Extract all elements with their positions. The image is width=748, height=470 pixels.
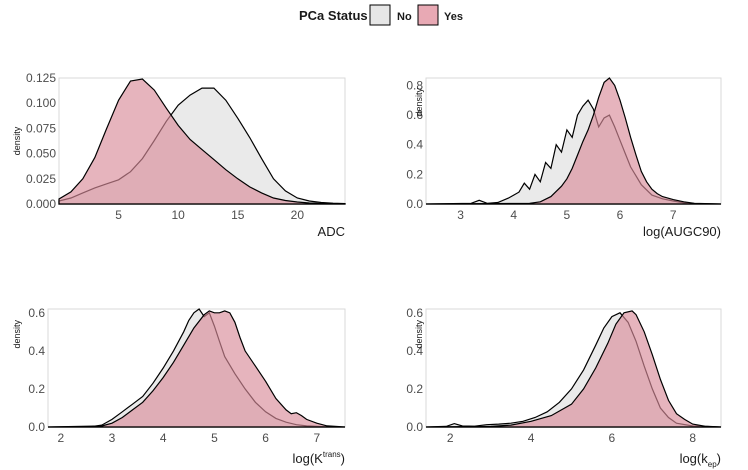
x-tick-label: 4 <box>528 431 535 445</box>
y-axis-label: density <box>12 320 22 349</box>
y-tick-label: 0.025 <box>26 172 56 186</box>
y-tick-label: 0.125 <box>26 71 56 85</box>
x-tick-label: 6 <box>609 431 616 445</box>
y-tick-label: 0.2 <box>406 167 423 181</box>
x-tick-label: 6 <box>262 431 269 445</box>
x-axis-label: ADC <box>318 224 345 239</box>
y-tick-label: 0.075 <box>26 121 56 135</box>
x-tick-label: 15 <box>231 208 245 222</box>
x-axis-label-base: log(K <box>293 451 324 466</box>
y-tick-label: 0.6 <box>406 306 423 320</box>
legend-swatch-no <box>369 4 391 26</box>
legend-label-yes: Yes <box>444 11 463 23</box>
x-tick-label: 5 <box>564 208 571 222</box>
y-tick-label: 0.000 <box>26 197 56 211</box>
x-tick-label: 3 <box>457 208 464 222</box>
density-area-yes <box>425 310 722 428</box>
y-tick-label: 0.100 <box>26 96 56 110</box>
y-tick-label: 0.4 <box>406 138 423 152</box>
density-area-yes <box>58 78 346 205</box>
x-axis-label-base: log(k <box>680 451 709 466</box>
x-tick-label: 20 <box>291 208 305 222</box>
x-tick-label: 7 <box>670 208 677 222</box>
y-tick-label: 0.2 <box>28 382 45 396</box>
y-tick-label: 0.4 <box>28 344 45 358</box>
x-tick-label: 2 <box>57 431 64 445</box>
x-tick-label: 4 <box>160 431 167 445</box>
panel-adc: 0.000 0.025 0.050 0.075 0.100 0.125 5 10 15 20 d… <box>12 71 346 239</box>
density-area-yes <box>425 77 722 205</box>
x-tick-label: 8 <box>689 431 696 445</box>
panel-ktrans: 0.0 0.2 0.4 0.6 2 3 4 5 6 7 density log(Ktrans) <box>12 306 346 466</box>
x-axis-label-superscript: trans <box>323 450 341 459</box>
x-axis-label: log(AUGC90) <box>643 224 721 239</box>
density-area-yes <box>47 310 346 428</box>
y-tick-label: 0.6 <box>28 306 45 320</box>
x-tick-label: 4 <box>510 208 517 222</box>
y-tick-label: 0.0 <box>406 197 423 211</box>
legend-label-no: No <box>397 11 412 23</box>
x-tick-label: 6 <box>617 208 624 222</box>
legend: PCa Status No Yes <box>299 4 463 26</box>
x-tick-label: 2 <box>447 431 454 445</box>
x-axis-label-subscript: ep <box>708 460 717 469</box>
y-tick-label: 0.0 <box>28 420 45 434</box>
y-tick-label: 0.0 <box>406 420 423 434</box>
x-tick-label: 5 <box>115 208 122 222</box>
y-axis-label: density <box>12 126 22 155</box>
x-axis-label-end: ) <box>341 451 345 466</box>
y-tick-label: 0.8 <box>406 78 423 92</box>
x-tick-label: 5 <box>211 431 218 445</box>
legend-swatch-yes <box>417 4 439 26</box>
x-axis-label: log(kep) <box>680 451 721 469</box>
x-tick-label: 10 <box>171 208 185 222</box>
y-axis-label: density <box>414 320 424 349</box>
panel-kep: 0.0 0.2 0.4 0.6 2 4 6 8 density log(kep) <box>406 306 722 469</box>
legend-title: PCa Status <box>299 8 368 23</box>
panel-augc90: 0.0 0.2 0.4 0.6 0.8 3 4 5 6 7 density log(AUGC90… <box>406 77 722 239</box>
x-tick-label: 3 <box>109 431 116 445</box>
y-tick-label: 0.6 <box>406 108 423 122</box>
y-axis-label: density <box>414 88 424 117</box>
x-axis-label: log(Ktrans) <box>293 450 346 466</box>
x-axis-label-end: ) <box>717 451 721 466</box>
y-tick-label: 0.050 <box>26 147 56 161</box>
y-tick-label: 0.2 <box>406 382 423 396</box>
x-tick-label: 7 <box>313 431 320 445</box>
y-tick-label: 0.4 <box>406 344 423 358</box>
